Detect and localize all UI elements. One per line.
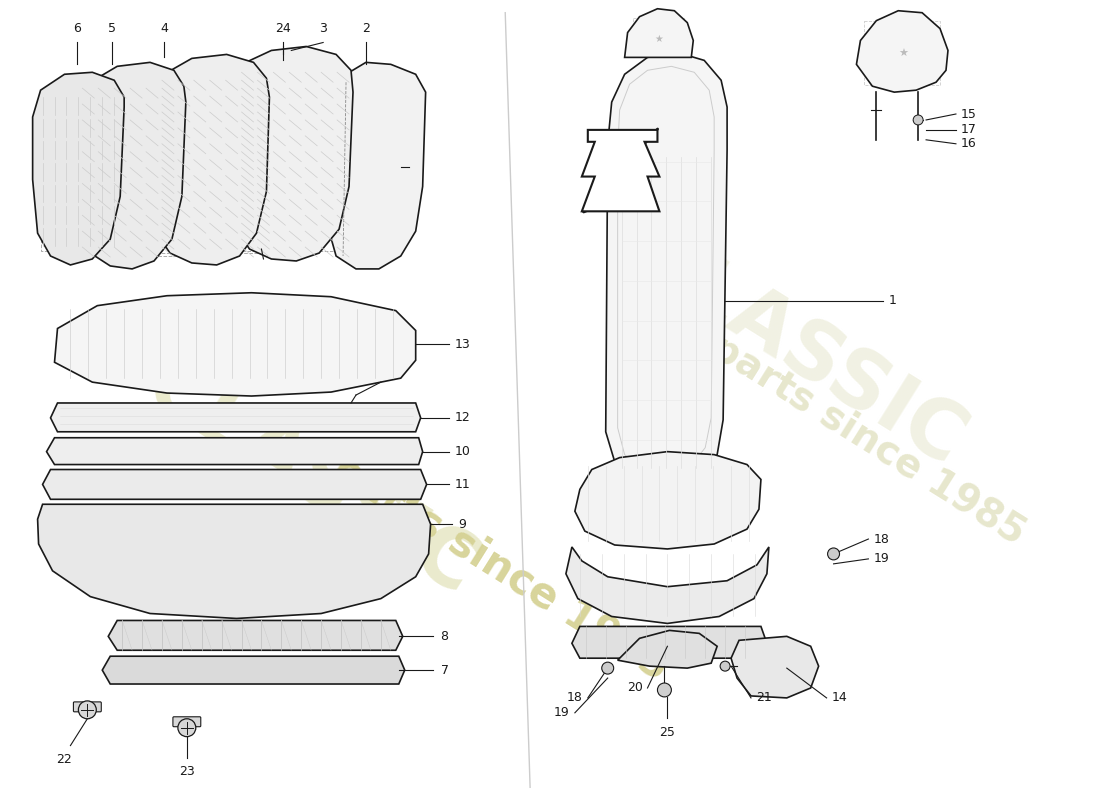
Circle shape <box>720 661 730 671</box>
Bar <box>632 18 684 55</box>
Polygon shape <box>33 72 124 265</box>
Polygon shape <box>37 504 430 618</box>
Polygon shape <box>732 636 818 698</box>
Text: 6: 6 <box>74 22 81 34</box>
Polygon shape <box>582 130 659 211</box>
Bar <box>80 82 178 256</box>
Polygon shape <box>55 293 416 396</box>
Text: 18: 18 <box>566 691 583 705</box>
Circle shape <box>160 366 169 376</box>
Polygon shape <box>565 547 769 623</box>
Text: 24: 24 <box>275 22 292 34</box>
Text: 3: 3 <box>319 22 327 34</box>
FancyBboxPatch shape <box>173 717 201 726</box>
Text: 10: 10 <box>454 445 471 458</box>
Text: 25: 25 <box>660 726 675 738</box>
Text: 19: 19 <box>554 706 570 719</box>
Text: 13: 13 <box>454 338 470 351</box>
Text: parts since 1985: parts since 1985 <box>324 448 676 690</box>
Polygon shape <box>43 470 427 499</box>
Polygon shape <box>102 656 405 684</box>
Text: 4: 4 <box>160 22 168 34</box>
Text: 18: 18 <box>873 533 889 546</box>
Bar <box>240 64 345 251</box>
Text: 2: 2 <box>362 22 370 34</box>
Polygon shape <box>575 452 761 549</box>
Circle shape <box>658 683 671 697</box>
Text: ★: ★ <box>654 34 663 43</box>
Polygon shape <box>618 630 717 668</box>
Text: 9: 9 <box>459 518 466 530</box>
Text: 17: 17 <box>961 123 977 136</box>
Text: 23: 23 <box>179 766 195 778</box>
FancyBboxPatch shape <box>74 702 101 712</box>
Bar <box>400 162 412 171</box>
Circle shape <box>913 115 923 125</box>
Text: 12: 12 <box>454 411 470 424</box>
Bar <box>41 90 117 251</box>
Text: 20: 20 <box>627 682 642 694</box>
Bar <box>276 60 290 80</box>
Polygon shape <box>230 46 353 261</box>
Circle shape <box>177 366 187 376</box>
Text: CLASSIC: CLASSIC <box>132 347 491 612</box>
Text: 15: 15 <box>961 107 977 121</box>
Polygon shape <box>46 438 422 465</box>
Bar <box>150 362 201 380</box>
Polygon shape <box>150 54 270 265</box>
Text: 22: 22 <box>56 753 73 766</box>
Polygon shape <box>73 62 186 269</box>
Polygon shape <box>572 626 767 658</box>
Text: 11: 11 <box>454 478 470 491</box>
Text: CLASSIC: CLASSIC <box>619 218 978 482</box>
Text: 16: 16 <box>961 138 977 150</box>
Text: parts since 1985: parts since 1985 <box>704 327 1033 552</box>
Circle shape <box>827 548 839 560</box>
Polygon shape <box>51 403 420 432</box>
Text: 21: 21 <box>756 691 772 705</box>
Circle shape <box>78 701 97 718</box>
Bar <box>58 440 415 462</box>
Polygon shape <box>606 53 727 485</box>
Polygon shape <box>625 9 693 58</box>
Text: ★: ★ <box>899 50 909 59</box>
Text: 14: 14 <box>832 691 847 705</box>
Bar <box>865 21 940 86</box>
Text: 19: 19 <box>873 552 889 566</box>
Text: 1: 1 <box>889 294 896 307</box>
Circle shape <box>602 662 614 674</box>
Text: 8: 8 <box>441 630 449 643</box>
Text: 5: 5 <box>108 22 117 34</box>
Text: 7: 7 <box>441 664 449 677</box>
Polygon shape <box>326 62 426 269</box>
Circle shape <box>178 718 196 737</box>
Bar <box>160 74 262 253</box>
Polygon shape <box>857 10 948 92</box>
Polygon shape <box>108 621 403 650</box>
